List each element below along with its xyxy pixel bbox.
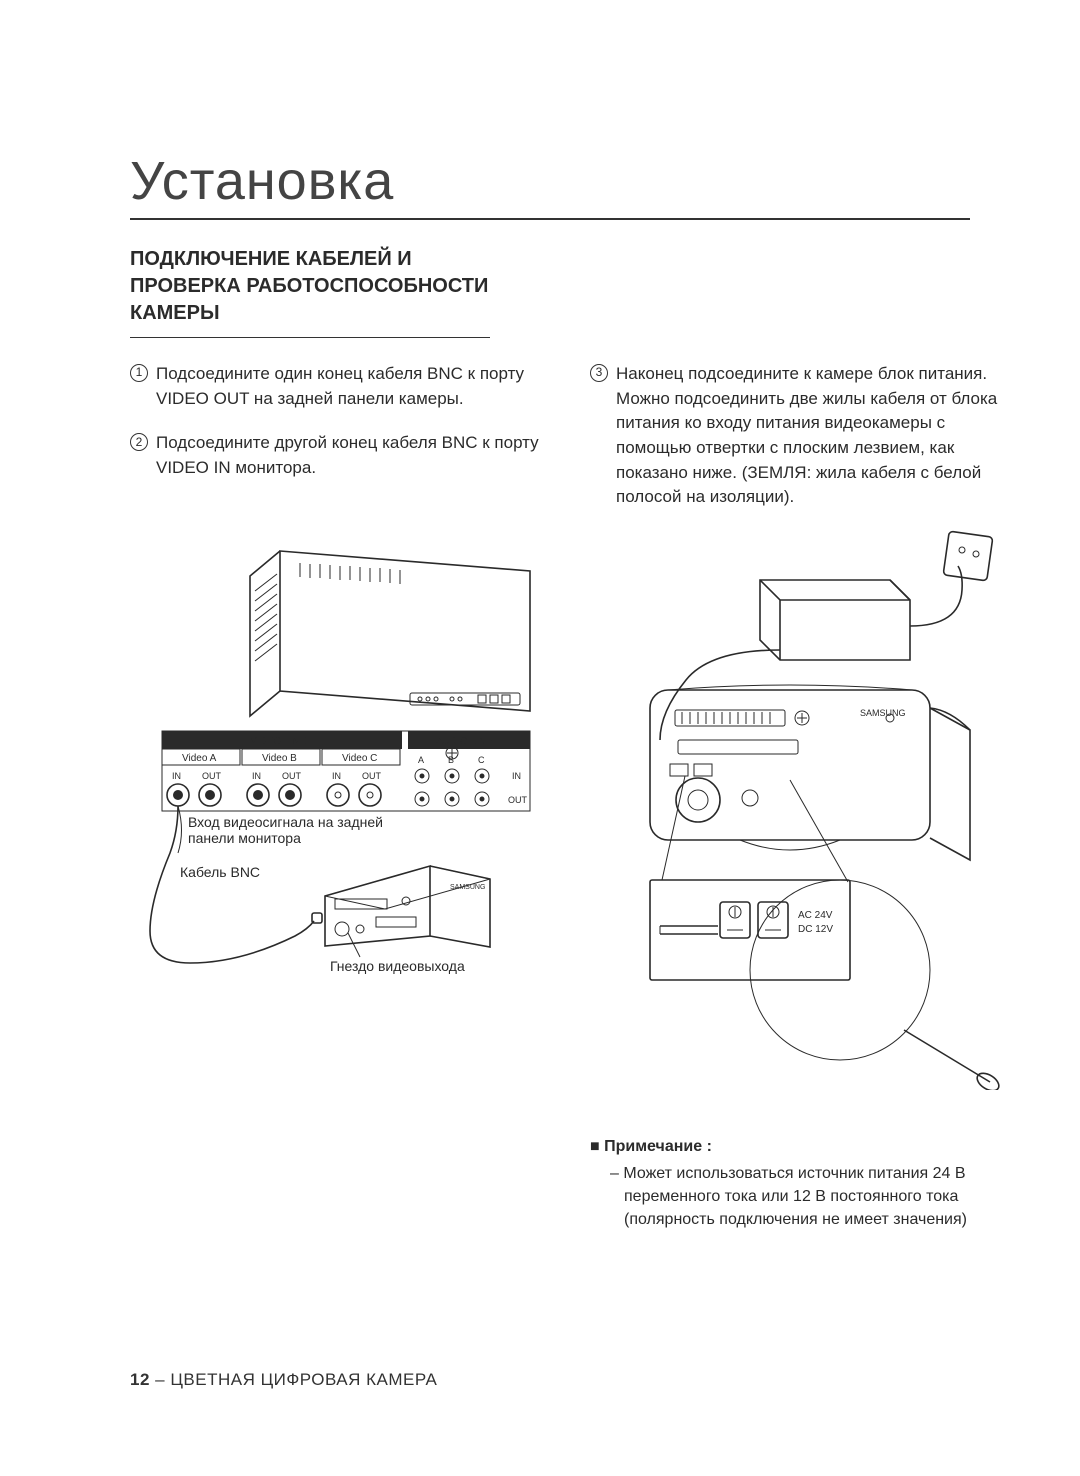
step-2: 2 Подсоедините другой конец кабеля BNC к… <box>130 431 550 480</box>
bullet-icon: ■ <box>590 1138 604 1155</box>
channel-b: Video B <box>262 753 297 764</box>
label-bnc: Кабель BNC <box>180 864 260 880</box>
right-column: 3 Наконец подсоедините к камере блок пит… <box>590 362 1010 1232</box>
svg-text:OUT: OUT <box>282 771 302 781</box>
svg-text:OUT: OUT <box>202 771 222 781</box>
svg-text:OUT: OUT <box>362 771 382 781</box>
step-text: Подсоедините один конец кабеля BNC к пор… <box>156 362 550 411</box>
step-number: 2 <box>130 433 148 451</box>
power-connection-diagram: SAMSUNG <box>590 530 1010 1090</box>
svg-text:IN: IN <box>512 771 521 781</box>
left-column: 1 Подсоедините один конец кабеля BNC к п… <box>130 362 550 1232</box>
channel-a: Video A <box>182 753 217 764</box>
page: Установка ПОДКЛЮЧЕНИЕ КАБЕЛЕЙ И ПРОВЕРКА… <box>0 0 1080 1476</box>
section-heading: ПОДКЛЮЧЕНИЕ КАБЕЛЕЙ И ПРОВЕРКА РАБОТОСПО… <box>130 246 490 338</box>
brand-label: SAMSUNG <box>450 884 485 891</box>
step-text: Наконец подсоедините к камере блок питан… <box>616 362 1010 510</box>
svg-text:OUT: OUT <box>508 795 528 805</box>
note-title: Примечание : <box>604 1138 712 1155</box>
power-dc: DC 12V <box>798 924 833 935</box>
channel-c: Video C <box>342 753 377 764</box>
brand-label: SAMSUNG <box>860 708 906 718</box>
svg-text:A: A <box>418 755 424 765</box>
page-number: 12 <box>130 1370 150 1389</box>
footer-label: – ЦВЕТНАЯ ЦИФРОВАЯ КАМЕРА <box>155 1370 437 1389</box>
label-video-out-jack: Гнездо видеовыхода <box>330 958 465 974</box>
page-footer: 12 – ЦВЕТНАЯ ЦИФРОВАЯ КАМЕРА <box>130 1370 437 1390</box>
step-1: 1 Подсоедините один конец кабеля BNC к п… <box>130 362 550 411</box>
note-body: – Может использоваться источник питания … <box>610 1162 1010 1232</box>
figure-right: SAMSUNG <box>590 530 1010 1095</box>
svg-text:IN: IN <box>332 771 341 781</box>
svg-text:B: B <box>448 755 454 765</box>
svg-text:IN: IN <box>252 771 261 781</box>
svg-text:C: C <box>478 755 485 765</box>
content-columns: 1 Подсоедините один конец кабеля BNC к п… <box>130 362 970 1232</box>
label-video-input: Вход видеосигнала на задней панели монит… <box>188 814 387 846</box>
figure-left: VIDEO LINE AUDIO LINE Video A Video B Vi… <box>130 501 550 986</box>
step-text: Подсоедините другой конец кабеля BNC к п… <box>156 431 550 480</box>
svg-text:IN: IN <box>172 771 181 781</box>
power-ac: AC 24V <box>798 910 833 921</box>
monitor-camera-diagram: VIDEO LINE AUDIO LINE Video A Video B Vi… <box>130 501 550 981</box>
step-number: 3 <box>590 364 608 382</box>
video-line-label: VIDEO LINE <box>250 736 306 747</box>
audio-line-label: AUDIO LINE <box>436 736 493 747</box>
step-3: 3 Наконец подсоедините к камере блок пит… <box>590 362 1010 510</box>
note-block: ■ Примечание : – Может использоваться ис… <box>590 1135 1010 1232</box>
page-title: Установка <box>130 150 970 220</box>
step-number: 1 <box>130 364 148 382</box>
